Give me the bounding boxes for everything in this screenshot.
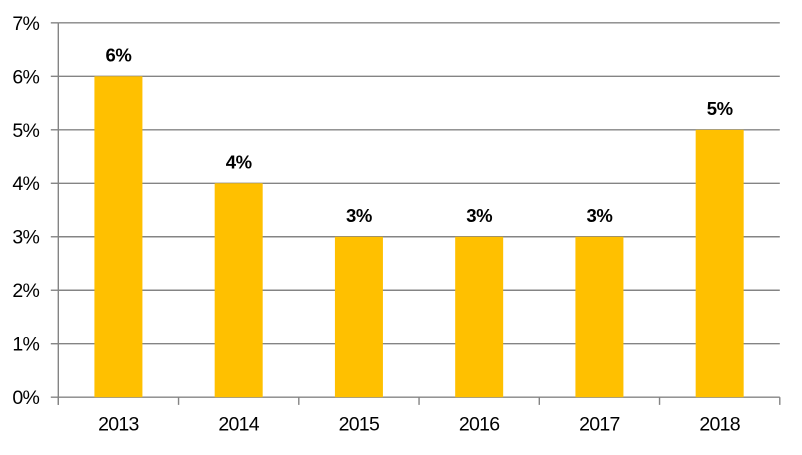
svg-text:2018: 2018 <box>699 413 740 435</box>
svg-text:6%: 6% <box>106 44 132 65</box>
svg-text:4%: 4% <box>12 173 39 195</box>
svg-text:2017: 2017 <box>579 413 620 435</box>
svg-text:6%: 6% <box>12 66 39 88</box>
svg-text:3%: 3% <box>346 205 372 226</box>
svg-text:2016: 2016 <box>459 413 500 435</box>
svg-text:3%: 3% <box>466 205 492 226</box>
svg-text:2013: 2013 <box>98 413 139 435</box>
svg-text:3%: 3% <box>12 227 39 249</box>
svg-text:1%: 1% <box>12 334 39 356</box>
svg-text:7%: 7% <box>12 13 39 35</box>
svg-text:2014: 2014 <box>218 413 259 435</box>
svg-text:5%: 5% <box>707 98 733 119</box>
svg-text:2015: 2015 <box>339 413 380 435</box>
svg-text:5%: 5% <box>12 120 39 142</box>
svg-text:2%: 2% <box>12 280 39 302</box>
svg-text:4%: 4% <box>226 151 252 172</box>
svg-text:3%: 3% <box>587 205 613 226</box>
svg-text:0%: 0% <box>12 387 39 409</box>
